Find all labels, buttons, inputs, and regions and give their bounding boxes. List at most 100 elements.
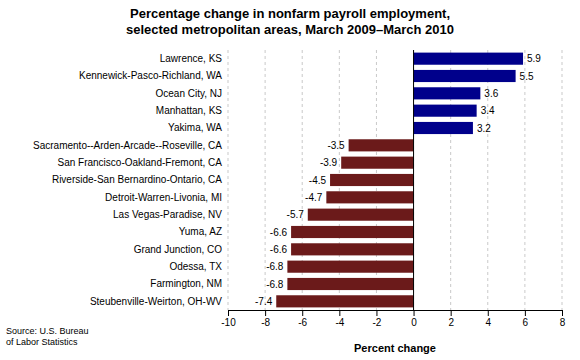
grid-line [562, 50, 563, 310]
y-tick: Detroit-Warren-Livonia, MI [105, 192, 228, 203]
bar [414, 122, 473, 134]
y-tick: Odessa, TX [169, 261, 228, 272]
x-tick-label: -4 [335, 317, 344, 328]
y-tick: Kennewick-Pasco-Richland, WA [79, 70, 228, 81]
y-tick: Steubenville-Weirton, OH-WV [90, 296, 228, 307]
data-label: -6.6 [270, 227, 288, 238]
data-label: 5.5 [520, 71, 534, 82]
x-axis-line [229, 311, 563, 317]
x-tick-mark [228, 310, 229, 316]
y-tick-label: Sacramento--Arden-Arcade--Roseville, CA [33, 140, 222, 151]
bar [326, 191, 413, 203]
x-tick: 0 [411, 310, 417, 328]
y-tick: San Francisco-Oakland-Fremont, CA [57, 157, 228, 168]
bar [349, 139, 414, 151]
bar [330, 174, 414, 186]
bar [414, 105, 477, 117]
bar [291, 243, 413, 255]
y-tick-label: Yuma, AZ [179, 226, 222, 237]
chart-svg: -10 -8 -6 -4 -2 0 2 4 6 8 Steubenville-Weirton, OH… [0, 0, 580, 360]
grid-line [524, 50, 525, 310]
y-tick-label: Farmington, NM [150, 278, 222, 289]
bar [287, 278, 413, 290]
y-tick-label: Las Vegas-Paradise, NV [113, 209, 222, 220]
plot-area: -10 -8 -6 -4 -2 0 2 4 6 8 Steubenville-Weirton, OH… [33, 50, 566, 328]
x-tick-mark [376, 310, 377, 316]
x-tick-mark [339, 310, 340, 316]
y-tick-label: Ocean City, NJ [156, 88, 223, 99]
x-tick-label: -2 [372, 317, 381, 328]
y-tick-label: Lawrence, KS [160, 53, 223, 64]
x-tick-mark [302, 310, 303, 316]
data-label: 5.9 [527, 53, 541, 64]
x-tick: 8 [560, 310, 566, 328]
y-tick: Farmington, NM [150, 278, 228, 289]
x-axis: -10 -8 -6 -4 -2 0 2 4 6 8 [221, 310, 565, 328]
y-tick-label: Odessa, TX [169, 261, 222, 272]
x-tick: -2 [372, 310, 381, 328]
x-tick: -10 [221, 310, 236, 328]
data-label: 3.2 [477, 123, 491, 134]
bar [308, 209, 414, 221]
bar [276, 295, 413, 307]
data-label: -5.7 [287, 209, 305, 220]
title-line: Percentage change in nonfarm payroll emp… [130, 6, 450, 21]
x-tick-label: 6 [523, 317, 529, 328]
data-label: -6.8 [266, 279, 284, 290]
data-label: -3.5 [327, 140, 345, 151]
x-axis-label: Percent change [354, 342, 436, 354]
x-tick: -8 [261, 310, 270, 328]
annotation-line: of Labor Statistics [6, 337, 78, 347]
data-label: -3.9 [320, 157, 338, 168]
y-tick: Yuma, AZ [179, 226, 228, 237]
grid [228, 50, 562, 310]
bar [341, 157, 413, 169]
bars [276, 53, 523, 308]
y-tick-label: Kennewick-Pasco-Richland, WA [79, 70, 222, 81]
y-tick: Las Vegas-Paradise, NV [113, 209, 228, 220]
x-tick: 6 [523, 310, 529, 328]
x-tick-mark [525, 310, 526, 316]
data-label: -7.4 [255, 296, 273, 307]
y-tick: Lawrence, KS [160, 53, 228, 64]
data-labels: -7.4 -6.8 -6.8 -6.6 -6.6 -5.7-4.7 -4.5 -3.9 -3.5… [255, 53, 541, 307]
x-tick-mark [414, 310, 415, 316]
y-tick: Yakima, WA [168, 122, 228, 133]
y-tick: Manhattan, KS [156, 105, 228, 116]
y-tick-label: Detroit-Warren-Livonia, MI [105, 192, 222, 203]
x-tick: -4 [335, 310, 344, 328]
x-tick-label: -10 [221, 317, 236, 328]
y-tick-label: Yakima, WA [168, 122, 222, 133]
data-label: 3.4 [481, 105, 495, 116]
x-tick: 4 [485, 310, 491, 328]
bar [291, 226, 413, 238]
x-tick: 2 [448, 310, 454, 328]
x-tick-label: 0 [411, 317, 417, 328]
y-tick: Riverside-San Bernardino-Ontario, CA [52, 174, 228, 185]
x-tick-label: 4 [485, 317, 491, 328]
x-tick: -6 [298, 310, 307, 328]
data-label: -4.7 [305, 192, 323, 203]
x-tick-label: -8 [261, 317, 270, 328]
y-tick-label: Riverside-San Bernardino-Ontario, CA [52, 174, 222, 185]
x-tick-mark [488, 310, 489, 316]
grid-line [413, 50, 414, 310]
y-tick: Grand Junction, CO [134, 244, 228, 255]
data-label: -6.6 [270, 244, 288, 255]
annotation: Source: U.S. Bureauof Labor Statistics [6, 326, 89, 347]
y-tick: Sacramento--Arden-Arcade--Roseville, CA [33, 140, 228, 151]
x-tick-mark [562, 310, 563, 316]
data-label: -4.5 [309, 175, 327, 186]
y-tick-label: San Francisco-Oakland-Fremont, CA [57, 157, 222, 168]
bar [287, 261, 413, 273]
y-tick-label: Steubenville-Weirton, OH-WV [90, 296, 222, 307]
x-tick-mark [451, 310, 452, 316]
zero-line [413, 50, 414, 310]
y-axis: Steubenville-Weirton, OH-WV Farmington, N… [33, 53, 228, 307]
data-label: 3.6 [484, 88, 498, 99]
y-tick-label: Grand Junction, CO [134, 244, 223, 255]
grid-line [228, 50, 229, 310]
data-label: -6.8 [266, 261, 284, 272]
x-tick-label: 2 [448, 317, 454, 328]
x-tick-mark [265, 310, 266, 316]
